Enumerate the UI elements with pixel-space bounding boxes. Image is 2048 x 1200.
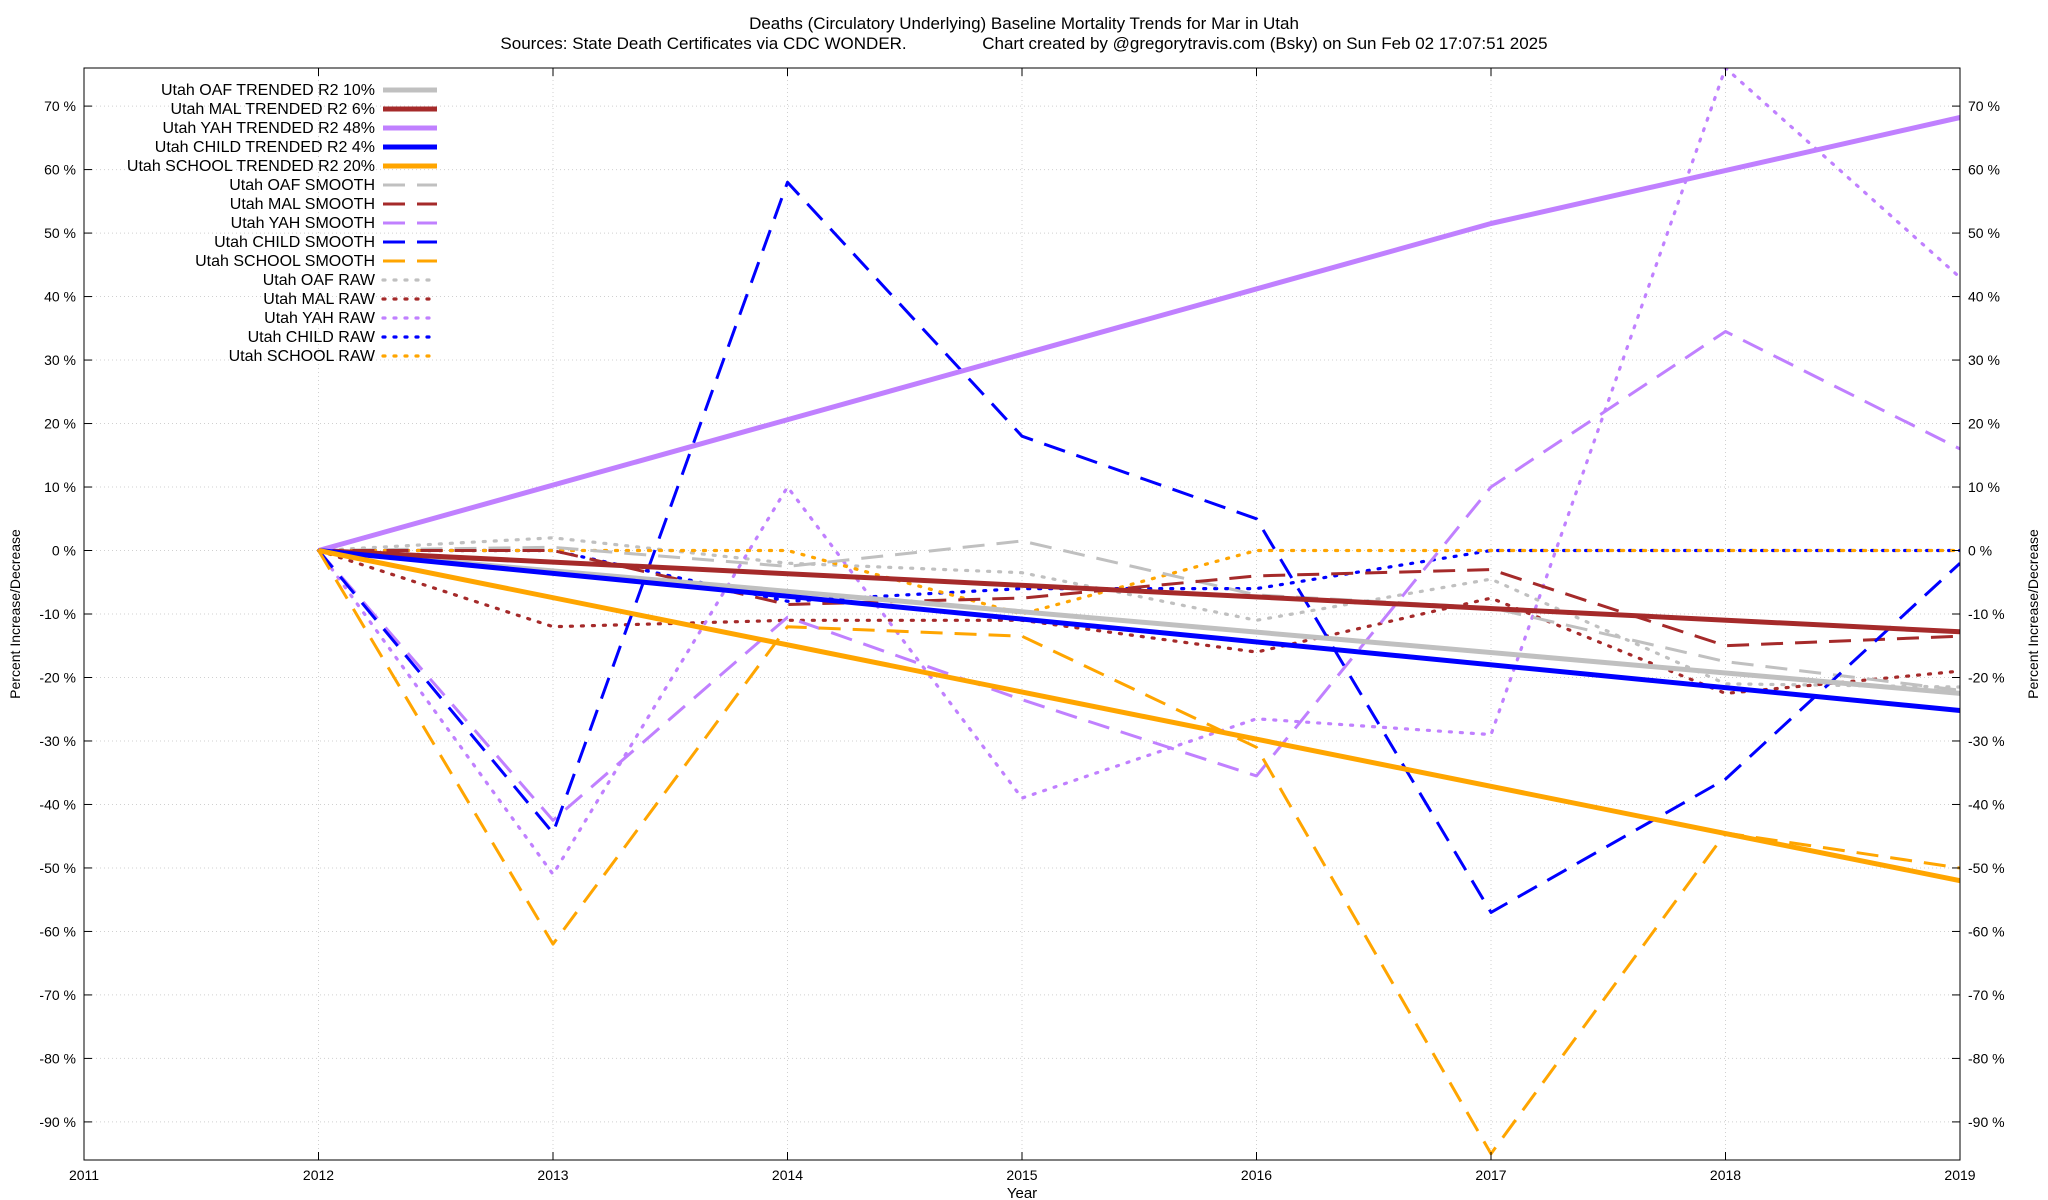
chart-subtitle: Sources: State Death Certificates via CD… [0, 34, 2048, 54]
y2-tick-label: 0 % [1968, 543, 1992, 559]
y2-axis-label: Percent Increase/Decrease [2025, 529, 2041, 699]
chart-sources: Sources: State Death Certificates via CD… [500, 34, 907, 53]
y-tick-label: -30 % [39, 733, 76, 749]
series-line [317, 115, 1960, 553]
axis-ticks: 2011 2012 2013 2014 2015 2016 2017 2018 2019 -90 … [39, 68, 2005, 1183]
y2-tick-label: 20 % [1968, 416, 2000, 432]
series-line [318, 539, 1960, 692]
legend-label: Utah CHILD TRENDED R2 4% [155, 139, 375, 156]
series-line [318, 548, 1960, 884]
x-tick-label: 2014 [772, 1167, 803, 1183]
y-tick-label: 50 % [44, 225, 76, 241]
legend-label: Utah OAF SMOOTH [229, 177, 375, 194]
y-tick-label: -90 % [39, 1114, 76, 1130]
x-tick-label: 2018 [1710, 1167, 1741, 1183]
y2-tick-label: -60 % [1968, 923, 2005, 939]
x-tick-label: 2013 [537, 1167, 568, 1183]
y2-tick-label: -20 % [1968, 669, 2005, 685]
y-tick-label: -40 % [39, 796, 76, 812]
y-axis-label: Percent Increase/Decrease [7, 529, 23, 699]
y-tick-label: -80 % [39, 1050, 76, 1066]
y2-tick-label: 60 % [1968, 162, 2000, 178]
y2-tick-label: -30 % [1968, 733, 2005, 749]
series-line [316, 536, 1960, 689]
x-tick-label: 2016 [1241, 1167, 1272, 1183]
series-line [318, 548, 1960, 696]
y2-tick-label: 10 % [1968, 479, 2000, 495]
series-line [316, 548, 1960, 696]
x-tick-label: 2015 [1006, 1167, 1037, 1183]
legend-label: Utah SCHOOL RAW [229, 348, 376, 365]
x-axis-label: Year [1007, 1185, 1037, 1200]
y2-tick-label: -10 % [1968, 606, 2005, 622]
legend-label: Utah OAF TRENDED R2 10% [161, 82, 375, 99]
y2-tick-label: -80 % [1968, 1050, 2005, 1066]
series-line [318, 548, 1960, 713]
series-layer [316, 68, 1960, 1156]
y2-tick-label: -70 % [1968, 987, 2005, 1003]
y-tick-label: 70 % [44, 98, 76, 114]
legend-label: Utah OAF RAW [263, 272, 376, 289]
series-line [316, 68, 1960, 876]
x-tick-label: 2012 [303, 1167, 334, 1183]
chart-title: Deaths (Circulatory Underlying) Baseline… [749, 14, 1299, 33]
y-tick-label: -70 % [39, 987, 76, 1003]
y2-tick-label: -90 % [1968, 1114, 2005, 1130]
y2-tick-label: -40 % [1968, 796, 2005, 812]
y2-tick-label: -50 % [1968, 860, 2005, 876]
y-tick-label: 40 % [44, 289, 76, 305]
y-tick-label: -20 % [39, 669, 76, 685]
y-tick-label: -60 % [39, 923, 76, 939]
legend-label: Utah MAL TRENDED R2 6% [170, 101, 375, 118]
y2-tick-label: 30 % [1968, 352, 2000, 368]
y2-tick-label: 70 % [1968, 98, 2000, 114]
legend-label: Utah YAH SMOOTH [231, 215, 375, 232]
y-tick-label: 0 % [52, 543, 76, 559]
series-line [318, 549, 1960, 648]
legend-label: Utah YAH TRENDED R2 48% [162, 120, 375, 137]
x-tick-label: 2011 [69, 1167, 99, 1183]
series-line [317, 180, 1960, 914]
y-tick-label: -50 % [39, 860, 76, 876]
y-tick-label: 10 % [44, 479, 76, 495]
series-line [318, 548, 1960, 635]
legend-label: Utah MAL SMOOTH [230, 196, 375, 213]
y-tick-label: 20 % [44, 416, 76, 432]
y2-tick-label: 50 % [1968, 225, 2000, 241]
legend-label: Utah CHILD RAW [248, 329, 376, 346]
x-tick-label: 2017 [1475, 1167, 1506, 1183]
legend-label: Utah CHILD SMOOTH [214, 234, 375, 251]
y-tick-label: 60 % [44, 162, 76, 178]
y-tick-label: -10 % [39, 606, 76, 622]
series-line [316, 548, 1960, 616]
legend-label: Utah SCHOOL SMOOTH [195, 253, 375, 270]
legend-label: Utah SCHOOL TRENDED R2 20% [127, 158, 375, 175]
series-line [317, 330, 1960, 822]
chart-credit: Chart created by @gregorytravis.com (Bsk… [982, 34, 1548, 53]
legend: Utah OAF TRENDED R2 10% Utah MAL TRENDED … [127, 82, 439, 365]
x-tick-label: 2019 [1944, 1167, 1975, 1183]
y2-tick-label: 40 % [1968, 289, 2000, 305]
legend-label: Utah MAL RAW [263, 291, 376, 308]
legend-label: Utah YAH RAW [264, 310, 376, 327]
y-tick-label: 30 % [44, 352, 76, 368]
series-line [317, 549, 1960, 1156]
